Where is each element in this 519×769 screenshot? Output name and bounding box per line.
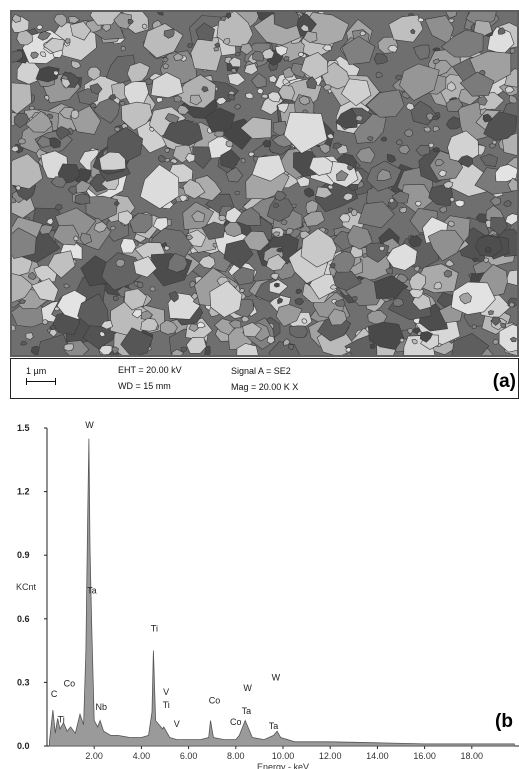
x-axis-label: Energy - keV <box>257 762 309 769</box>
x-tick-label: 6.00 <box>180 751 198 761</box>
y-tick-label: 0.9 <box>17 550 30 560</box>
spectrum-area <box>48 438 515 747</box>
scale-bar <box>26 378 56 385</box>
working-distance-value: WD = 15 mm <box>118 381 171 391</box>
x-tick-label: 14.00 <box>366 751 389 761</box>
x-tick-label: 18.00 <box>461 751 484 761</box>
peak-label: Ti <box>151 624 158 634</box>
peak-label: Ti <box>58 715 65 725</box>
signal-value: Signal A = SE2 <box>231 366 291 376</box>
y-axis-label: KCnt <box>16 582 37 592</box>
peak-label: Ti <box>163 700 170 710</box>
peak-label: V <box>174 719 180 729</box>
sem-info-bar: 1 µm EHT = 20.00 kV WD = 15 mm Signal A … <box>10 358 519 399</box>
panel-label-b: (b <box>495 711 513 732</box>
y-tick-label: 0.3 <box>17 677 30 687</box>
eht-value: EHT = 20.00 kV <box>118 365 182 375</box>
x-tick-label: 2.00 <box>85 751 103 761</box>
peak-label: Co <box>209 696 221 706</box>
sem-micrograph <box>10 10 519 357</box>
peak-label: Nb <box>96 702 108 712</box>
peak-label: W <box>85 420 94 430</box>
x-tick-label: 4.00 <box>133 751 151 761</box>
peak-label: Ta <box>242 706 252 716</box>
y-tick-label: 1.5 <box>17 423 30 433</box>
y-tick-label: 0.0 <box>17 741 30 751</box>
panel-label-a: (a) <box>492 371 516 392</box>
x-tick-label: 16.00 <box>413 751 436 761</box>
y-tick-label: 1.2 <box>17 487 30 497</box>
peak-label: C <box>51 689 58 699</box>
peak-label: W <box>272 672 281 682</box>
peak-label: V <box>163 687 169 697</box>
peak-label: Ta <box>269 721 279 731</box>
peak-label: Co <box>64 679 76 689</box>
x-tick-label: 8.00 <box>227 751 245 761</box>
x-tick-label: 12.00 <box>319 751 342 761</box>
scale-bar-label: 1 µm <box>26 366 47 376</box>
magnification-value: Mag = 20.00 K X <box>231 382 299 392</box>
peak-label: Co <box>230 717 242 727</box>
particle-texture <box>12 12 517 355</box>
x-tick-label: 10.00 <box>272 751 295 761</box>
y-tick-label: 0.6 <box>17 614 30 624</box>
peak-label: W <box>243 683 252 693</box>
peak-label: Ta <box>87 585 97 595</box>
eds-spectrum-chart: 0.0 0.3 0.6 0.9 1.2 1.5 KCnt 2.00 4.00 6.00 8.00 10… <box>16 420 519 769</box>
